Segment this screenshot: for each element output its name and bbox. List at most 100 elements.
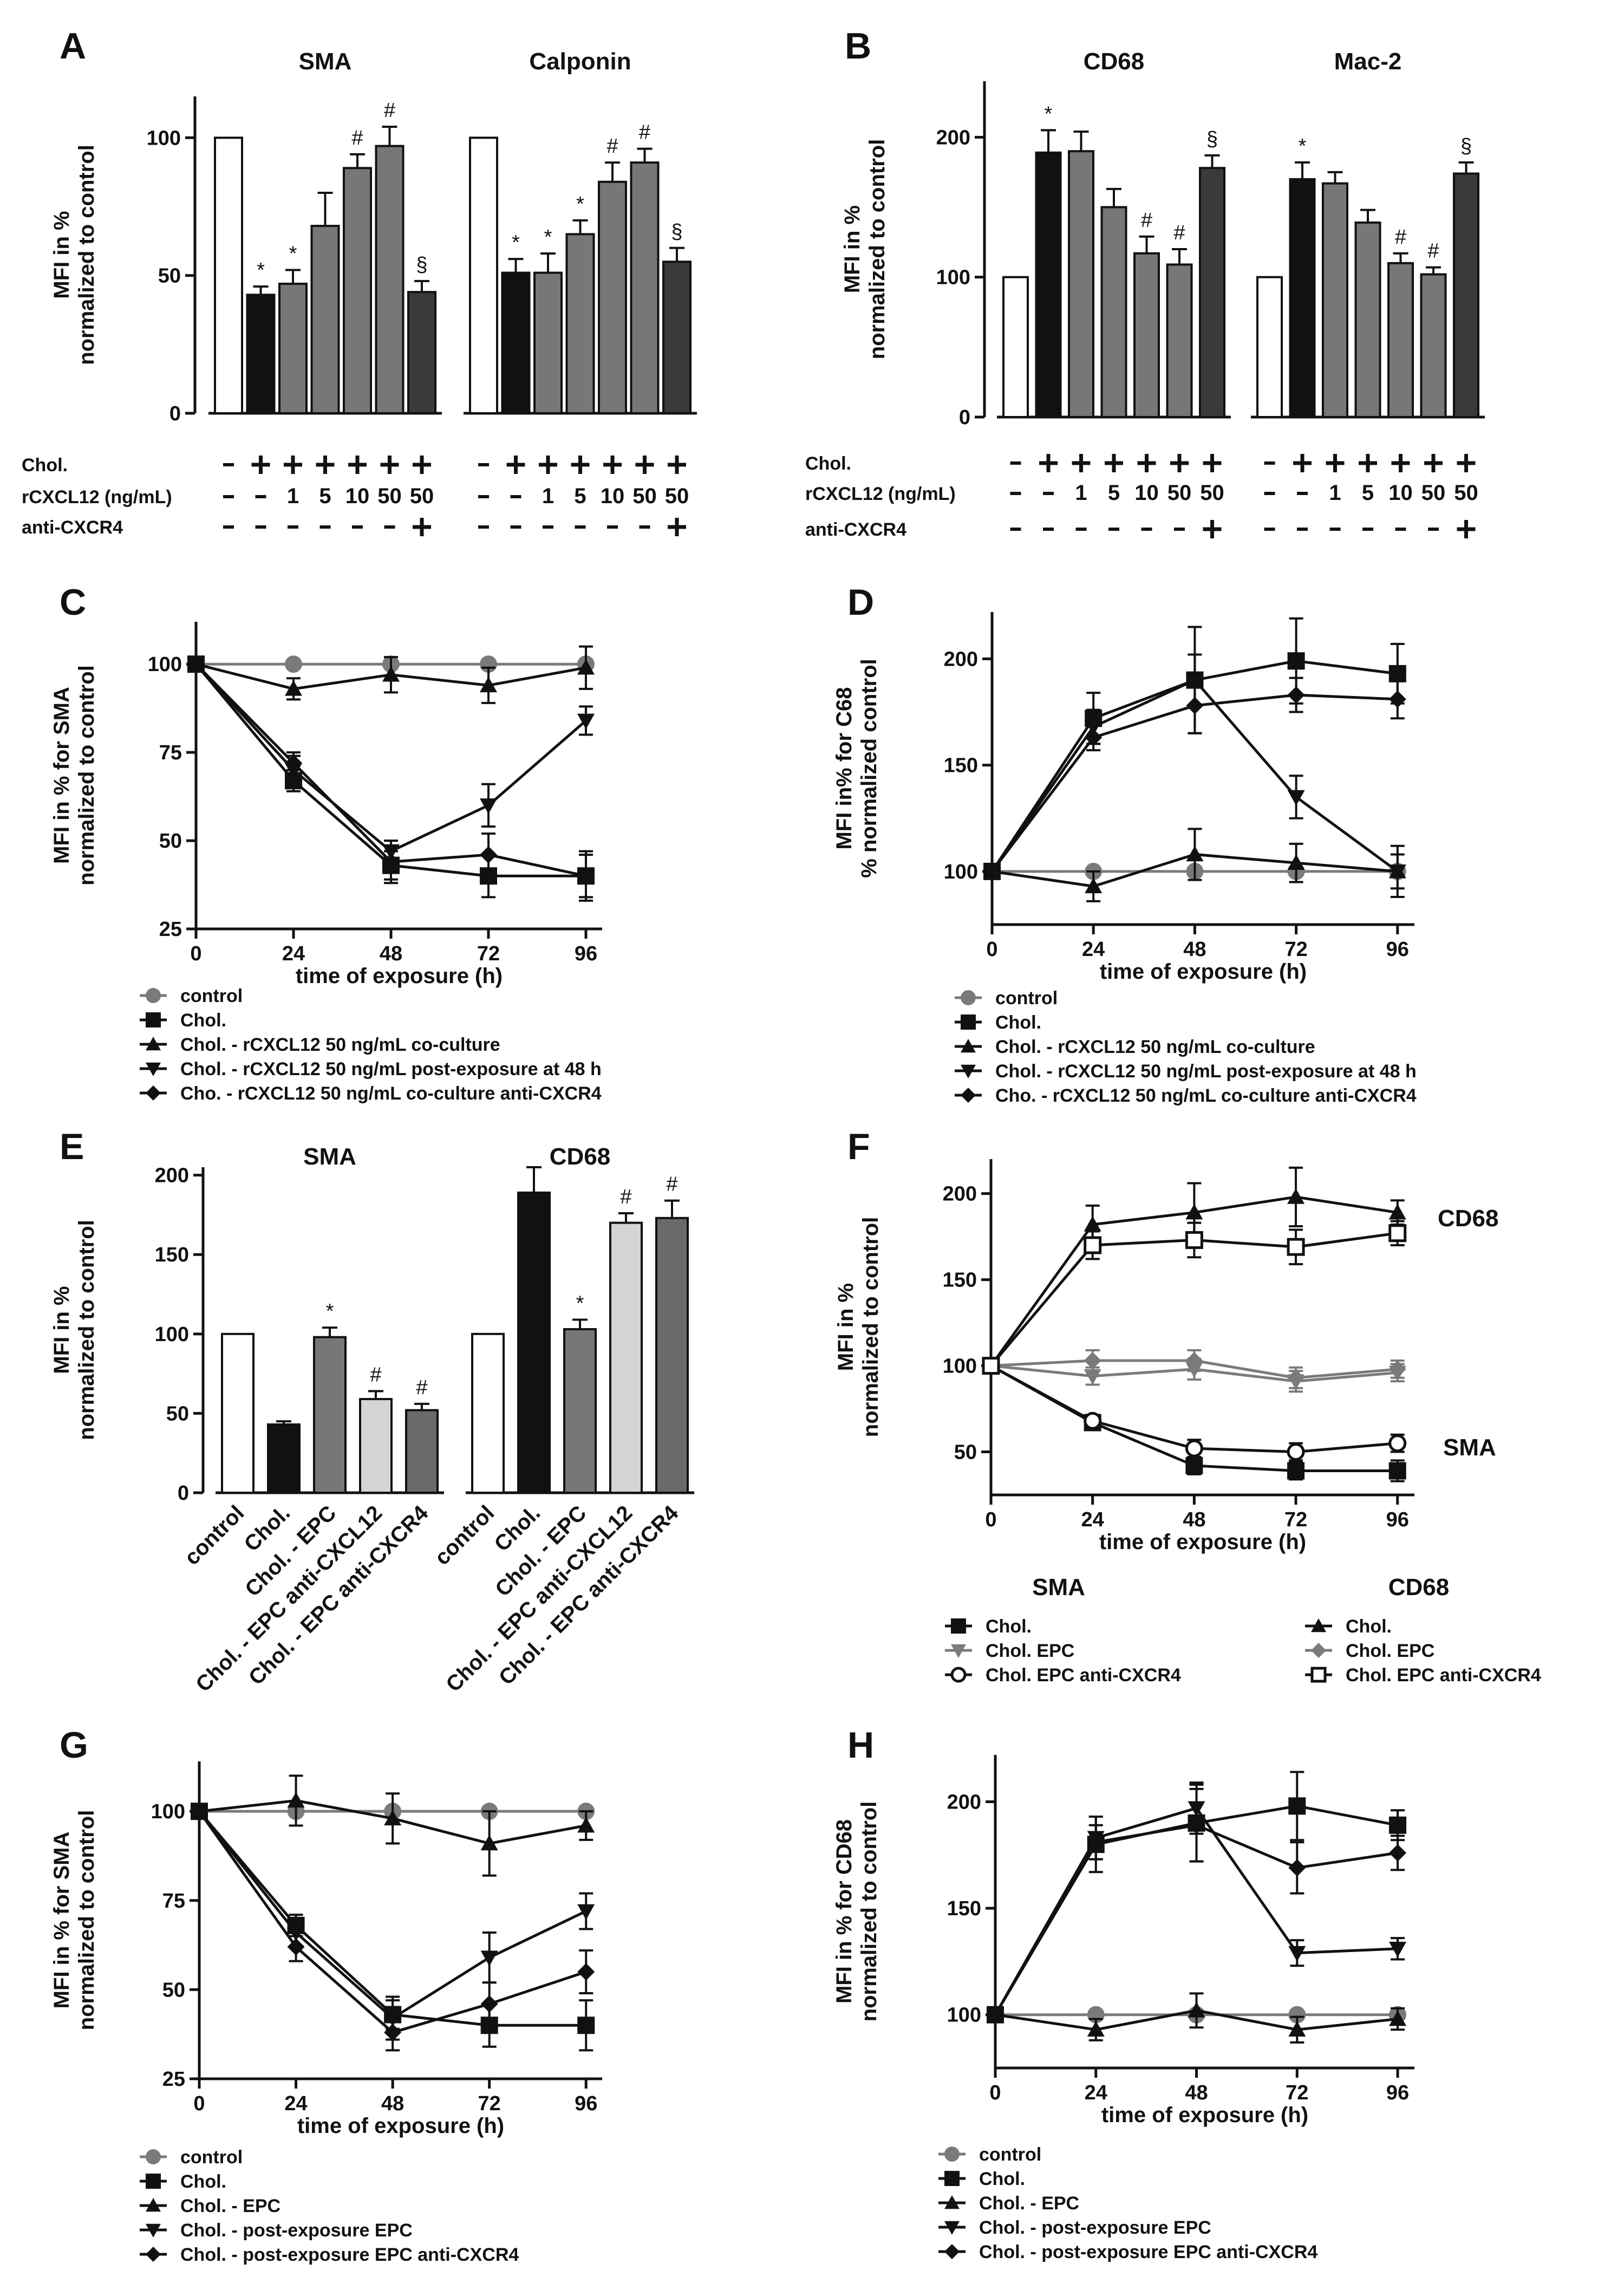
condition-label: Chol. (805, 453, 851, 474)
x-tick-label: 48 (1183, 1508, 1205, 1531)
marker-triangle-down (577, 713, 595, 730)
significance-mark: * (512, 231, 520, 254)
marker-open-square (1287, 1238, 1305, 1256)
y-axis-label: MFI in % for SMA (50, 687, 74, 864)
y-axis-label: MFI in % (840, 205, 864, 293)
marker-circle (961, 990, 976, 1005)
marker-diamond (577, 867, 595, 885)
marker-diamond (961, 1088, 976, 1103)
x-axis-label: time of exposure (h) (1101, 2103, 1308, 2127)
significance-mark: § (1460, 135, 1472, 158)
legend-title-sma: SMA (1032, 1574, 1085, 1601)
marker-diamond (187, 655, 205, 673)
legend-label: Chol. - rCXCL12 50 ng/mL co-culture (180, 1035, 500, 1055)
bar (662, 261, 692, 414)
marker-diamond (1388, 1360, 1406, 1378)
marker-circle (944, 2147, 960, 2162)
marker-diamond (1084, 1352, 1101, 1369)
significance-mark: * (257, 259, 265, 282)
y-tick-label: 200 (947, 1791, 981, 1814)
marker-square (1288, 1797, 1306, 1815)
marker-diamond (191, 1803, 208, 1820)
y-tick-label: 100 (936, 266, 970, 289)
marker-open-circle (950, 1667, 967, 1683)
y-tick-label: 200 (943, 1183, 977, 1206)
x-axis-label: time of exposure (h) (297, 2114, 504, 2138)
category-label: control (430, 1501, 499, 1570)
legend-label: Chol. - EPC (180, 2196, 281, 2216)
marker-diamond (1188, 1816, 1205, 1834)
condition-value: 50 (1167, 481, 1192, 505)
x-tick-label: 72 (1284, 938, 1307, 961)
group-title: CD68 (550, 1143, 611, 1170)
condition-value: 50 (1421, 481, 1446, 505)
condition-label: rCXCL12 (ng/mL) (22, 487, 172, 508)
legend-label: control (180, 2147, 243, 2168)
y-axis-label: MFI in % for CD68 (832, 1819, 856, 2004)
bar (1068, 150, 1094, 418)
condition-value: 50 (1454, 481, 1478, 505)
condition-value: 50 (410, 484, 434, 508)
x-tick-label: 0 (190, 942, 201, 965)
marker-triangle-down (1287, 790, 1305, 806)
bar (310, 225, 340, 414)
bar (343, 167, 372, 414)
marker-open-square (1310, 1667, 1327, 1683)
marker-triangle (1188, 2001, 1205, 2018)
y-tick-label: 100 (944, 861, 978, 883)
significance-mark: * (1045, 102, 1053, 125)
y-tick-label: 150 (947, 1897, 981, 1920)
y-tick-label: 200 (944, 648, 978, 671)
marker-open-square (1185, 1231, 1203, 1249)
x-axis-label: time of exposure (h) (296, 964, 503, 988)
significance-mark: # (351, 127, 363, 149)
marker-triangle (577, 1817, 595, 1833)
significance-mark: # (639, 121, 650, 144)
marker-square (1389, 1816, 1407, 1834)
significance-mark: * (576, 193, 584, 216)
condition-label: rCXCL12 (ng/mL) (805, 484, 956, 504)
x-tick-label: 0 (986, 938, 997, 961)
condition-value: 10 (1388, 481, 1413, 505)
bar (655, 1217, 689, 1494)
marker-square (146, 1012, 161, 1027)
marker-triangle (1085, 877, 1103, 894)
condition-value: 5 (1362, 481, 1374, 505)
y-axis-label: MFI in % (50, 211, 74, 298)
x-tick-label: 24 (1082, 938, 1105, 961)
x-tick-label: 48 (1183, 938, 1206, 961)
legend-label: Chol. - post-exposure EPC anti-CXCR4 (180, 2245, 519, 2265)
x-tick-label: 24 (1081, 1508, 1104, 1531)
legend-label: control (979, 2144, 1041, 2165)
y-axis-label: normalized to control (859, 1217, 883, 1438)
marker-square (146, 2174, 161, 2189)
bar (1453, 172, 1479, 418)
marker-diamond (480, 846, 497, 864)
legend-label: Chol. EPC anti-CXCR4 (1346, 1665, 1541, 1686)
x-axis-label: time of exposure (h) (1100, 960, 1307, 984)
x-tick-label: 96 (1386, 938, 1409, 961)
marker-diamond (146, 1085, 161, 1101)
y-tick-label: 0 (959, 406, 970, 429)
y-axis-label: normalized to control (75, 145, 99, 365)
significance-mark: § (1206, 128, 1218, 151)
marker-circle (1288, 2006, 1306, 2024)
group-title: Mac-2 (1334, 48, 1402, 75)
bar (1100, 206, 1127, 418)
condition-value: 1 (1329, 481, 1341, 505)
marker-square (951, 1618, 966, 1634)
legend-label: Chol. EPC (1346, 1641, 1434, 1661)
marker-diamond (1085, 729, 1103, 746)
bar (1289, 178, 1316, 418)
marker-triangle (285, 680, 302, 696)
condition-value: 10 (601, 484, 625, 508)
bar (517, 1191, 551, 1494)
marker-triangle (1288, 2021, 1306, 2037)
group-title: CD68 (1084, 48, 1145, 75)
marker-diamond (983, 862, 1001, 880)
marker-open-square (1084, 1236, 1102, 1254)
y-axis-label: normalized to control (75, 1810, 99, 2031)
legend-label: Chol. - EPC (979, 2193, 1079, 2214)
bar (313, 1336, 347, 1494)
